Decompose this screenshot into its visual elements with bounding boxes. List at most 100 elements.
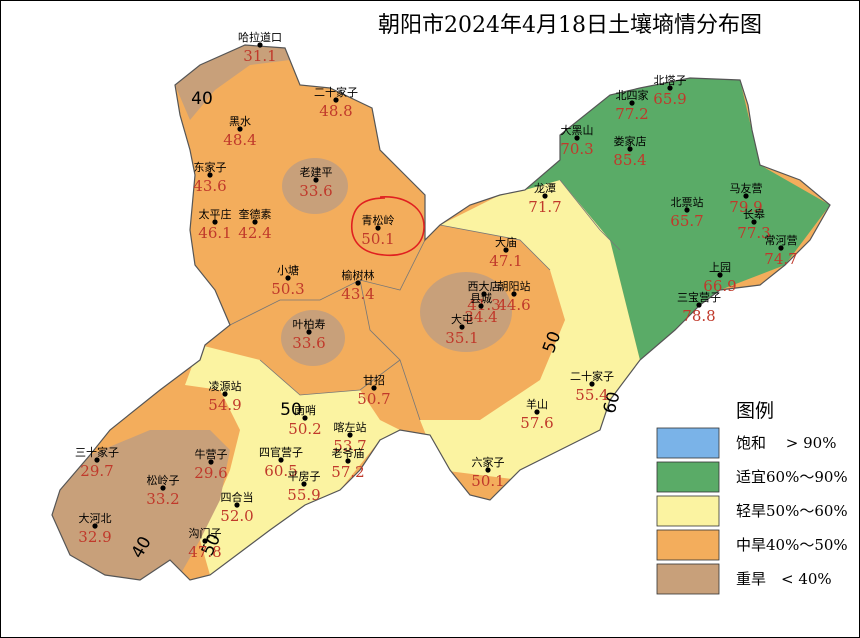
station-name: 北四家 [616, 88, 649, 102]
station-dot [94, 457, 100, 463]
station-value: 29.7 [80, 462, 113, 480]
station-dot [234, 502, 240, 508]
station-name: 凌源站 [209, 379, 242, 393]
station-value: 52.0 [220, 507, 253, 525]
station-name: 甘招 [363, 373, 385, 387]
station-dot [542, 193, 548, 199]
station-dot [503, 247, 509, 253]
station-value: 33.2 [146, 490, 179, 508]
station: 喀左站 53.7 [333, 420, 366, 455]
station-dot [302, 415, 308, 421]
station-value: 79.9 [729, 198, 762, 216]
legend-label: 适宜60%～90% [736, 468, 848, 486]
station-dot [345, 458, 351, 464]
station-value: 50.7 [357, 390, 390, 408]
station-dot [778, 245, 784, 251]
station-value: 50.2 [288, 420, 321, 438]
station-name: 黑水 [229, 115, 251, 128]
station-dot [306, 329, 312, 335]
county-boundaries [229, 179, 621, 421]
station-value: 77.2 [615, 105, 648, 123]
legend-label: 饱和 > 90% [736, 434, 836, 452]
station: 六家子 50.1 [471, 455, 504, 490]
zone-mild-drought-east [420, 180, 640, 480]
station-value: 53.7 [333, 437, 366, 455]
station-name: 东家子 [194, 160, 227, 174]
station: 奎德素 42.4 [238, 207, 271, 242]
station-name: 四合当 [221, 490, 254, 504]
station-dot [208, 459, 214, 465]
station: 三宝营子 78.8 [677, 290, 721, 325]
zone-severe-city [420, 272, 512, 352]
station-name: 榆树林 [342, 268, 375, 282]
station-value: 33.6 [292, 334, 325, 352]
station-name: 娄家店 [614, 134, 647, 148]
station-value: 35.1 [445, 329, 478, 347]
station-dot [589, 381, 595, 387]
station-value: 29.6 [194, 464, 227, 482]
station-value: 43.4 [341, 285, 374, 303]
station-dot [459, 324, 465, 330]
station-name: 四官营子 [259, 445, 303, 459]
station: 娄家店 85.4 [613, 134, 646, 169]
station-dot [481, 291, 487, 297]
station-dot [627, 146, 633, 152]
station-dot [222, 391, 228, 397]
station: 北票站 65.7 [670, 195, 703, 230]
station-value: 60.5 [264, 462, 297, 480]
station-name: 奎德素 [239, 207, 272, 221]
station-name: 北塔子 [654, 74, 687, 87]
station: 南哨 50.2 [288, 404, 321, 438]
legend-swatch [656, 529, 720, 561]
station-dot [684, 207, 690, 213]
legend-swatch [656, 427, 720, 459]
station-dot [202, 538, 208, 544]
station-name: 朝阳站 [498, 279, 531, 293]
legend-swatch [656, 495, 720, 527]
station: 老爷庙 57.2 [331, 446, 364, 481]
station-value: 46.1 [198, 224, 231, 242]
station: 西大店 41.3 [467, 279, 500, 314]
station-value: 78.8 [682, 307, 715, 325]
station-name: 北票站 [671, 195, 704, 209]
legend-swatch [656, 461, 720, 493]
station: 北四家 77.2 [615, 88, 648, 123]
station-name: 太平庄 [199, 207, 232, 221]
legend-label: 重旱 < 40% [736, 570, 832, 588]
station-dot [574, 135, 580, 141]
station-name: 三宝营子 [677, 290, 721, 304]
contour-label: 50 [280, 400, 302, 420]
station: 三十家子 29.7 [75, 445, 119, 480]
station-dot [285, 275, 291, 281]
station: 北塔子 65.9 [653, 74, 686, 108]
station-dot [313, 177, 319, 183]
station-name: 二十家子 [570, 369, 614, 383]
station-value: 55.9 [287, 486, 320, 504]
station-value: 32.9 [78, 528, 111, 546]
station-name: 羊山 [526, 397, 548, 411]
station: 凌源站 54.9 [208, 379, 241, 414]
station: 上园 66.9 [703, 261, 736, 295]
station: 二十家子 55.4 [570, 369, 614, 404]
station: 松岭子 33.2 [146, 473, 179, 508]
station-layer: 哈拉道口 31.1 二十家子 48.8 黑水 48.4 东家子 43.6 老建平 33.6 太平庄 4… [75, 30, 798, 561]
station: 四官营子 60.5 [259, 445, 303, 480]
station-value: 65.7 [670, 212, 703, 230]
station-name: 三十家子 [75, 445, 119, 459]
station: 常河营 74.7 [764, 233, 797, 268]
station-dot [207, 172, 213, 178]
station-dot [160, 485, 166, 491]
station-name: 平房子 [288, 470, 321, 483]
station-value: 48.4 [223, 131, 256, 149]
station-value: 85.4 [613, 151, 646, 169]
station-value: 55.4 [575, 386, 608, 404]
station-value: 48.8 [319, 102, 352, 120]
station-dot [333, 97, 339, 103]
station: 叶柏寿 33.6 [292, 317, 325, 352]
station-name: 上园 [709, 261, 731, 274]
station-name: 县城 [470, 292, 492, 305]
station-name: 老爷庙 [332, 446, 365, 460]
station-value: 65.9 [653, 90, 686, 108]
station-value: 50.1 [471, 472, 504, 490]
